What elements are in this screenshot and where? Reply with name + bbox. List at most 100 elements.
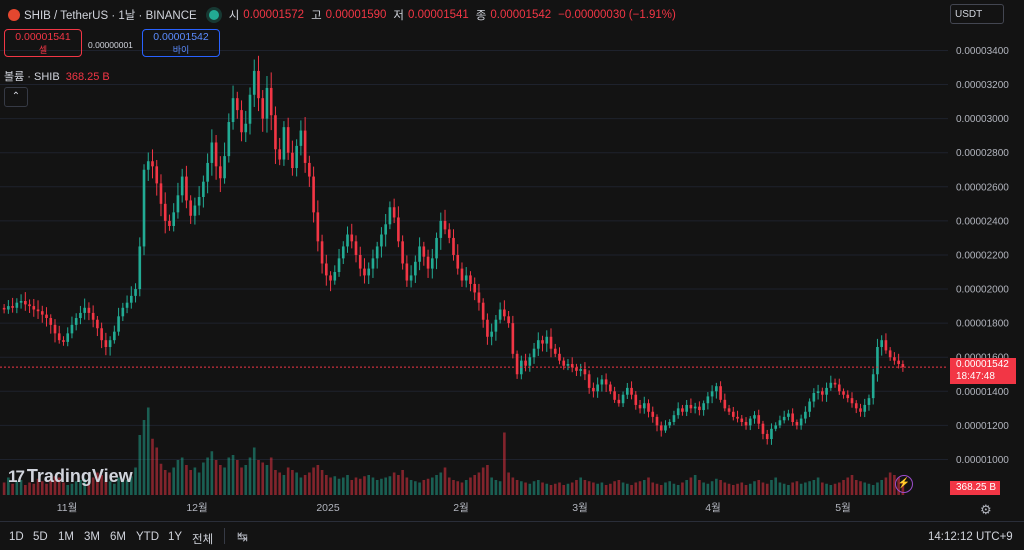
price-chart[interactable]: 0.00003400 0.00003200 0.00003000 0.00002800… bbox=[0, 0, 1024, 521]
timeframe-ytd[interactable]: YTD bbox=[136, 531, 159, 543]
candle-body bbox=[464, 275, 468, 281]
close-label: 종 bbox=[475, 10, 487, 22]
candle-body bbox=[604, 379, 608, 385]
candlestick-series bbox=[2, 55, 905, 445]
candle-body bbox=[134, 289, 137, 296]
candle-body bbox=[795, 421, 799, 426]
lightning-icon[interactable]: ⚡ bbox=[895, 475, 913, 493]
volume-bar bbox=[672, 483, 676, 495]
timeframe-1d[interactable]: 1D bbox=[9, 531, 24, 543]
candle-body bbox=[282, 127, 286, 160]
candle-body bbox=[202, 181, 205, 198]
candle-body bbox=[96, 319, 99, 329]
volume-bar bbox=[316, 465, 320, 495]
candle-body bbox=[486, 319, 489, 337]
candle-body bbox=[325, 263, 328, 276]
timeframe-1m[interactable]: 1M bbox=[58, 531, 74, 543]
volume-bar bbox=[528, 483, 532, 495]
volume-legend[interactable]: 볼륨 · SHIB 368.25 B bbox=[4, 68, 110, 84]
candle-body bbox=[808, 401, 811, 412]
volume-bar bbox=[24, 485, 27, 495]
volume-bar bbox=[681, 482, 684, 495]
volume-bar bbox=[837, 482, 841, 495]
buy-price: 0.00001542 bbox=[153, 31, 209, 43]
candle-body bbox=[295, 145, 298, 169]
timeframe-3m[interactable]: 3M bbox=[84, 531, 100, 543]
time-tick-label: 4월 bbox=[705, 502, 721, 514]
candle-body bbox=[863, 404, 867, 412]
volume-bar bbox=[248, 457, 252, 495]
candle-body bbox=[507, 316, 510, 324]
candle-body bbox=[363, 268, 366, 276]
sell-button[interactable]: 0.00001541 셀 bbox=[4, 29, 82, 57]
volume-bar bbox=[647, 477, 650, 495]
candle-body bbox=[460, 268, 464, 281]
candle-body bbox=[257, 70, 260, 99]
candle-body bbox=[761, 423, 765, 434]
clock[interactable]: 14:12:12 UTC+9 bbox=[928, 531, 1013, 543]
candle-body bbox=[252, 70, 256, 95]
volume-bar bbox=[96, 472, 99, 495]
volume-bar bbox=[566, 483, 570, 495]
time-tick-label: 12월 bbox=[186, 502, 207, 514]
candle-body bbox=[19, 300, 23, 303]
volume-bar bbox=[723, 482, 727, 495]
candle-body bbox=[397, 217, 400, 242]
candle-body bbox=[723, 399, 727, 409]
volume-bar bbox=[893, 475, 896, 495]
volume-bar bbox=[447, 477, 451, 495]
candle-body bbox=[757, 415, 761, 424]
volume-bar bbox=[70, 483, 74, 495]
volume-bar bbox=[850, 475, 854, 495]
volume-bar bbox=[87, 482, 91, 495]
volume-bar bbox=[45, 483, 48, 495]
candle-body bbox=[299, 130, 303, 146]
price-tick-label: 0.00003400 bbox=[956, 46, 1009, 57]
candle-body bbox=[329, 275, 332, 281]
volume-bar bbox=[579, 477, 582, 495]
price-tick-label: 0.00001400 bbox=[956, 387, 1009, 398]
candle-body bbox=[685, 404, 688, 412]
candle-body bbox=[812, 393, 816, 402]
buy-button[interactable]: 0.00001542 바이 bbox=[142, 29, 220, 57]
volume-bar bbox=[291, 470, 294, 495]
timeframe-all[interactable]: 전체 bbox=[192, 534, 214, 546]
volume-bar bbox=[626, 483, 629, 495]
timeframe-5d[interactable]: 5D bbox=[33, 531, 48, 543]
candle-body bbox=[185, 176, 188, 201]
chevron-up-icon[interactable]: ⌃ bbox=[4, 87, 28, 107]
volume-bar bbox=[66, 485, 70, 495]
candle-body bbox=[609, 384, 612, 392]
volume-bar bbox=[7, 477, 10, 495]
candle-body bbox=[193, 205, 197, 216]
candle-body bbox=[740, 418, 744, 422]
currency-selector[interactable]: USDT bbox=[950, 4, 1004, 24]
volume-bar bbox=[341, 477, 345, 495]
candle-body bbox=[333, 272, 337, 281]
volume-bar bbox=[880, 480, 883, 495]
gear-icon[interactable]: ⚙ bbox=[980, 502, 992, 517]
volume-bar bbox=[257, 460, 260, 495]
candle-body bbox=[613, 391, 616, 400]
candle-body bbox=[286, 127, 290, 153]
candle-body bbox=[49, 318, 53, 325]
close-value: 0.00001542 bbox=[490, 9, 552, 21]
volume-bar bbox=[350, 480, 354, 495]
candle-body bbox=[748, 418, 752, 426]
timeframe-6m[interactable]: 6M bbox=[110, 531, 126, 543]
timeframe-1y[interactable]: 1Y bbox=[168, 531, 183, 543]
symbol-title[interactable]: SHIB / TetherUS · 1날 · BINANCE bbox=[24, 10, 197, 22]
tradingview-logo[interactable]: 17 TradingView bbox=[8, 466, 133, 487]
calendar-range-icon[interactable]: ↹ bbox=[237, 529, 248, 544]
volume-bar bbox=[329, 477, 332, 495]
candle-body bbox=[45, 314, 48, 319]
candle-body bbox=[621, 394, 625, 404]
volume-bar bbox=[727, 483, 731, 495]
volume-bar bbox=[443, 467, 447, 495]
candle-body bbox=[320, 241, 324, 264]
candle-body bbox=[511, 323, 515, 354]
volume-bar bbox=[125, 480, 129, 495]
volume-bar bbox=[320, 470, 324, 495]
candle-body bbox=[664, 425, 667, 431]
volume-bar bbox=[770, 480, 773, 495]
